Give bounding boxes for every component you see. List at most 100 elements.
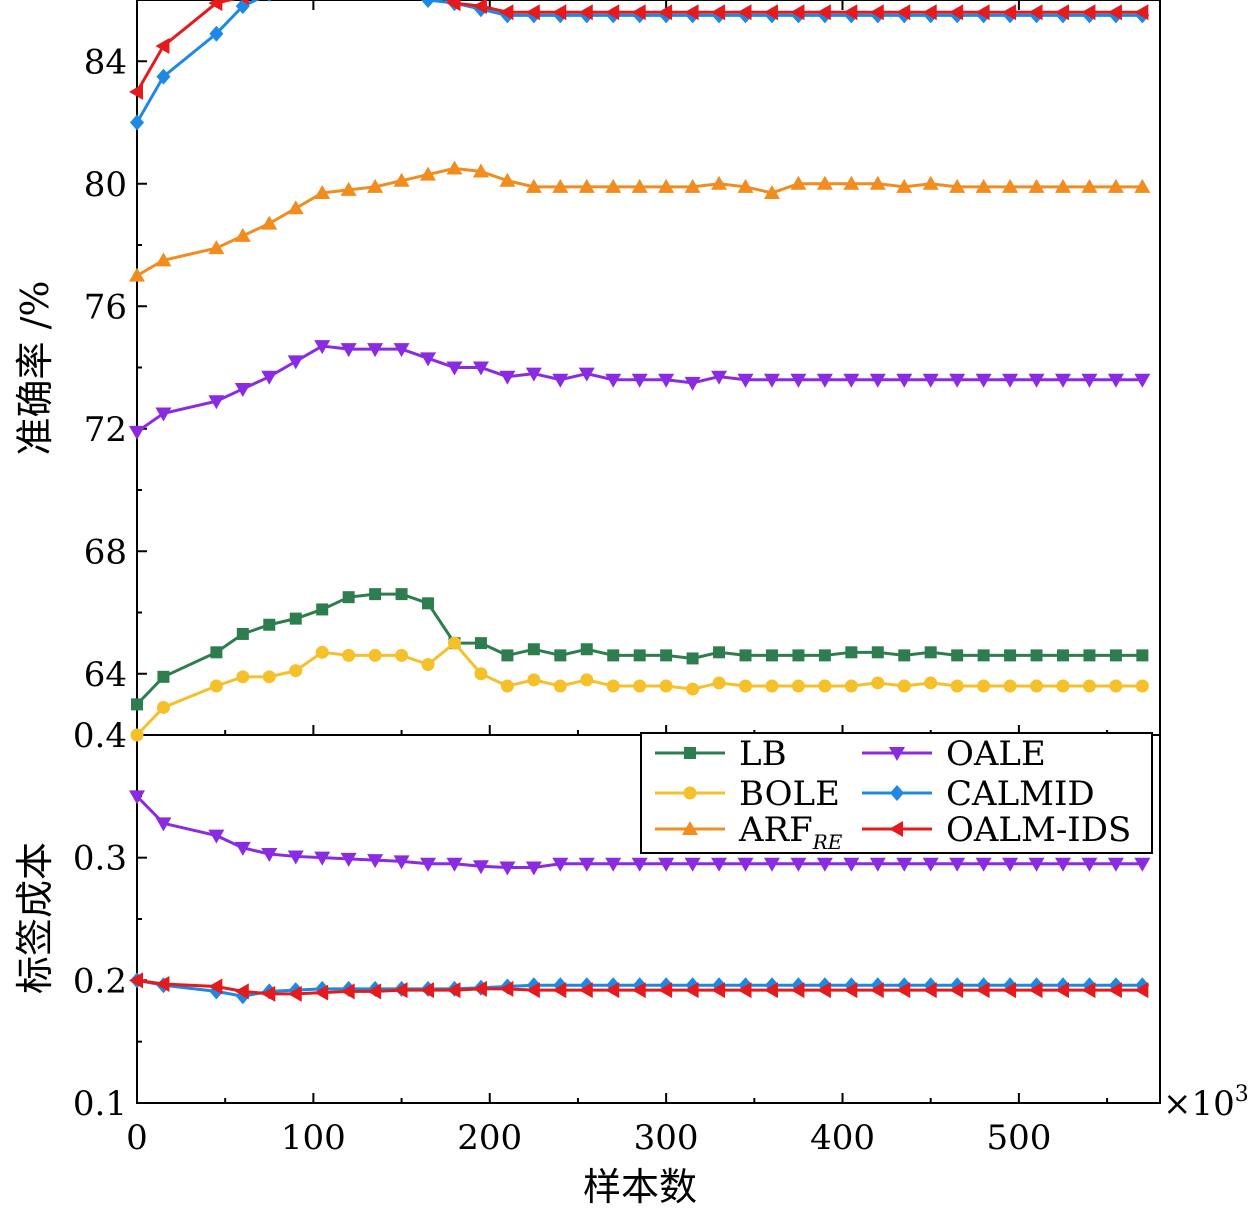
cost-y-ticks: 0.1 0.2 0.3 0.4 [73,716,147,1124]
accuracy-series-oalm-ids [129,0,1149,100]
legend-label-subscript: RE [812,830,843,854]
accuracy-point-oale [1134,373,1151,388]
accuracy-point-lb [395,588,408,601]
accuracy-point-oale [393,343,410,358]
legend-item: OALM-IDS [862,810,1131,850]
accuracy-panel-frame [136,0,1161,736]
accuracy-point-oale [922,373,939,388]
legend-swatch-marker [889,747,905,761]
accuracy-point-arf_re [658,178,675,193]
accuracy-point-lb [845,646,858,659]
accuracy-point-oale [208,395,225,410]
accuracy-point-arf_re [314,184,331,199]
accuracy-y-axis-label: 准确率 /% [13,281,57,456]
accuracy-point-bole [897,679,911,693]
accuracy-point-arf_re [816,175,833,190]
cost-point-oalm-ids [684,982,699,999]
cost-point-oale [605,857,622,872]
cost-point-oalm-ids [393,982,408,999]
accuracy-point-lb [527,643,540,656]
accuracy-point-lb [131,698,143,711]
cost-point-oale [843,857,860,872]
accuracy-point-calmid [156,68,171,85]
accuracy-point-arf_re [1028,178,1045,193]
cost-point-oalm-ids [261,985,276,1002]
accuracy-point-lb [1056,649,1069,662]
accuracy-series-arf_re [129,160,1151,282]
cost-y-tick-label: 0.1 [73,1084,127,1124]
cost-point-oale [261,847,278,862]
cost-point-oale [499,861,516,876]
accuracy-point-arf_re [578,178,595,193]
cost-point-oalm-ids [816,982,831,999]
accuracy-point-arf_re [261,215,278,230]
accuracy-point-oalm-ids [816,4,831,21]
cost-point-oalm-ids [975,982,990,999]
cost-point-oale [737,857,754,872]
accuracy-point-oalm-ids [684,4,699,21]
accuracy-point-oale [737,373,754,388]
accuracy-point-lb [369,588,382,601]
accuracy-point-oale [631,373,648,388]
cost-point-oalm-ids [525,982,540,999]
cost-point-oalm-ids [446,982,461,999]
accuracy-point-lb [898,649,911,662]
accuracy-point-oale [446,361,463,376]
cost-point-oalm-ids [208,978,223,995]
accuracy-point-arf_re [287,200,304,215]
accuracy-point-calmid [235,0,250,15]
cost-point-oalm-ids [287,985,302,1002]
cost-series-oale [129,790,1151,876]
cost-y-tick-label: 0.4 [73,716,127,756]
accuracy-point-oalm-ids [896,4,911,21]
cost-point-oale [393,855,410,870]
legend-label-text: CALMID [946,774,1095,814]
accuracy-point-lb [474,637,487,650]
cost-point-oale [684,857,701,872]
legend-label: OALE [946,734,1046,774]
accuracy-point-oale [261,370,278,385]
legend-swatch-marker [889,821,903,837]
accuracy-point-oale [1107,373,1124,388]
accuracy-y-ticks: 64 68 72 76 80 84 [84,0,147,736]
cost-point-oalm-ids [737,982,752,999]
cost-point-oale [896,857,913,872]
accuracy-y-tick-label: 80 [84,165,127,205]
legend-label: ARFRE [738,810,843,854]
accuracy-point-oalm-ids [763,4,778,21]
accuracy-point-oalm-ids [1107,4,1122,21]
accuracy-point-oale [552,373,569,388]
accuracy-point-oale [129,425,145,440]
cost-point-oale [129,790,145,805]
accuracy-point-bole [659,679,673,693]
legend-swatch-marker [682,821,698,835]
cost-point-oalm-ids [605,982,620,999]
accuracy-point-bole [739,679,753,693]
accuracy-point-oalm-ids [658,4,673,21]
accuracy-point-arf_re [1081,178,1098,193]
x-axis-ticks: 0 100 200 300 400 500 [126,0,1109,1158]
accuracy-point-bole [500,679,514,693]
accuracy-point-bole [791,679,805,693]
accuracy-point-bole [950,679,964,693]
cost-point-oalm-ids [790,982,805,999]
accuracy-point-bole [395,648,409,662]
accuracy-point-oalm-ids [155,37,170,54]
accuracy-point-oale [790,373,807,388]
accuracy-point-arf_re [499,172,516,187]
accuracy-point-oale [684,376,701,391]
accuracy-point-oale [816,373,833,388]
accuracy-point-oalm-ids [1134,4,1149,21]
legend-label: LB [739,734,787,774]
cost-point-oale [1028,857,1045,872]
cost-point-oale [763,857,780,872]
legend-swatch-marker [890,785,904,801]
accuracy-point-arf_re [869,175,886,190]
cost-point-oale [287,850,304,865]
accuracy-point-lb [924,646,937,659]
accuracy-point-oalm-ids [499,4,514,21]
accuracy-point-oale [658,373,675,388]
cost-point-oalm-ids [922,982,937,999]
accuracy-point-oalm-ids [1081,4,1096,21]
